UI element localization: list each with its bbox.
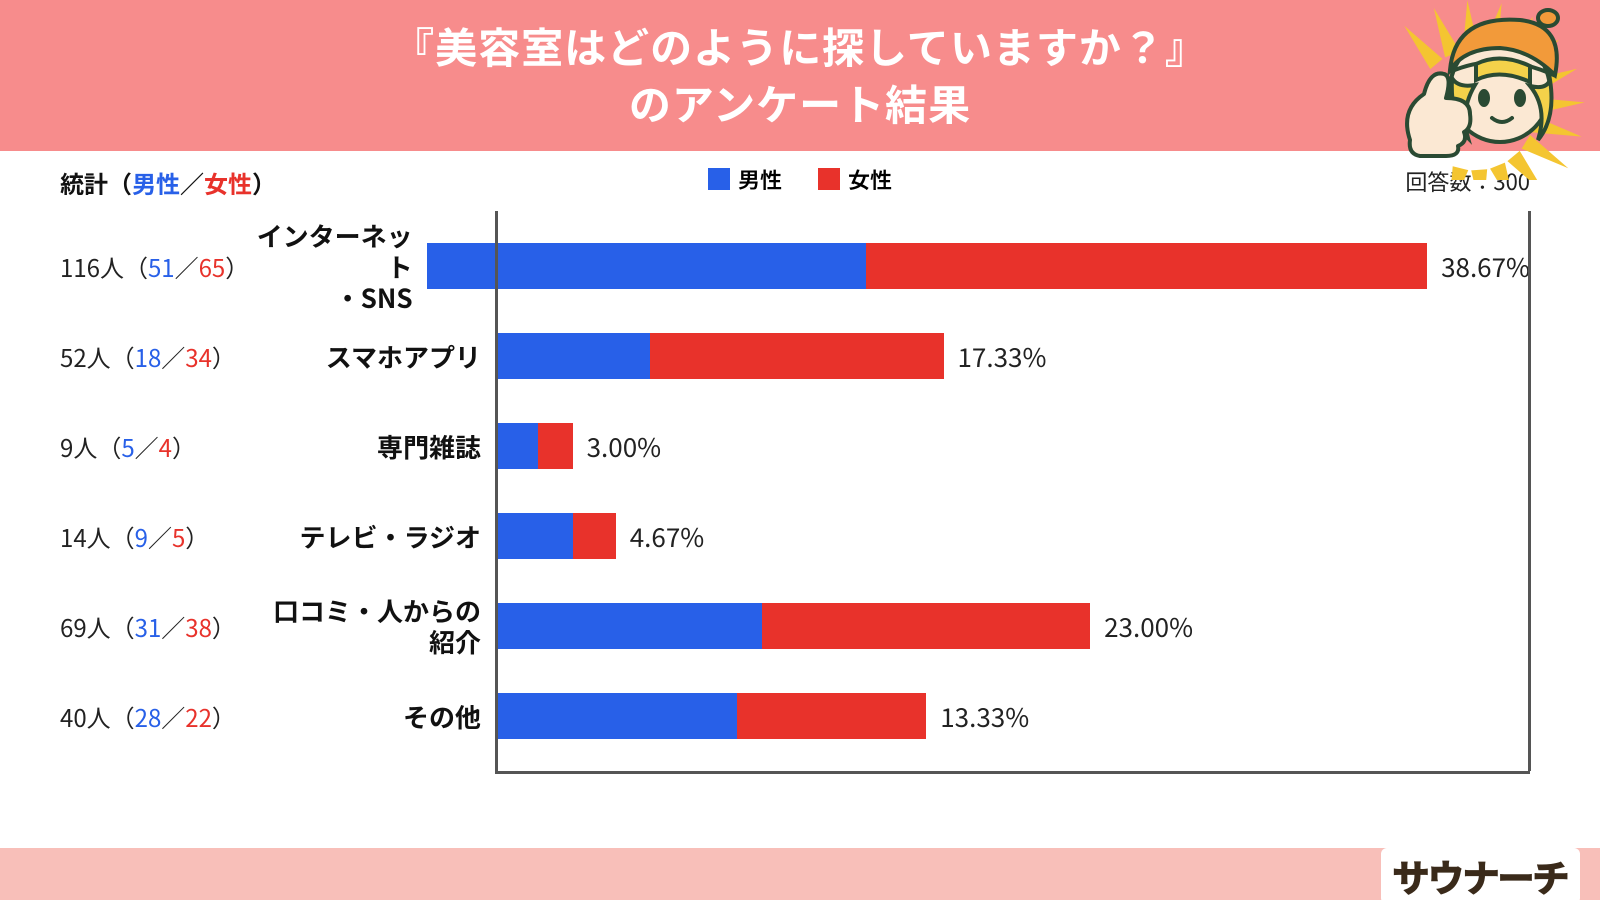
bar-zone: 4.67%	[495, 491, 1530, 581]
stacked-bar	[495, 333, 944, 379]
row-stat: 116人（51／65）	[60, 249, 249, 284]
row-stat: 40人（28／22）	[60, 699, 260, 734]
pct-label: 4.67%	[630, 518, 704, 555]
row-label: その他	[260, 701, 495, 732]
bar-segment-male	[495, 333, 650, 379]
bar-segment-female	[866, 243, 1427, 289]
bar-segment-female	[762, 603, 1090, 649]
brand-logo: サウナーチ	[1381, 848, 1580, 900]
pct-label: 3.00%	[587, 428, 661, 465]
bar-zone: 13.33%	[495, 671, 1530, 761]
legend-swatch-female	[818, 168, 840, 190]
chart-row: 40人（28／22）その他 13.33%	[60, 671, 1530, 761]
row-stat: 52人（18／34）	[60, 339, 260, 374]
end-tick	[1528, 211, 1531, 771]
bar-segment-female	[538, 423, 573, 469]
chart-rows: 116人（51／65）インターネット ・SNS 38.67% 52人（18／34）ス…	[60, 221, 1530, 761]
title-line-2: のアンケート結果	[629, 72, 971, 133]
bar-zone: 23.00%	[495, 581, 1530, 671]
header-banner: 『美容室はどのように探していますか？』 のアンケート結果	[0, 0, 1600, 151]
legend-swatch-male	[708, 168, 730, 190]
chart-row: 14人（9／5）テレビ・ラジオ 4.67%	[60, 491, 1530, 581]
x-axis	[495, 771, 1530, 774]
footer-bar: サウナーチ	[0, 848, 1600, 900]
legend-label-male: 男性	[738, 163, 782, 195]
bar-segment-male	[427, 243, 867, 289]
stacked-bar	[495, 693, 926, 739]
pct-label: 38.67%	[1441, 248, 1530, 285]
legend-label-female: 女性	[848, 163, 892, 195]
bar-segment-female	[650, 333, 943, 379]
row-label: テレビ・ラジオ	[260, 521, 495, 552]
legend-item-female: 女性	[818, 163, 892, 195]
bar-zone: 3.00%	[495, 401, 1530, 491]
bar-segment-male	[495, 693, 737, 739]
pct-label: 23.00%	[1104, 608, 1193, 645]
stacked-bar	[495, 423, 573, 469]
row-label: スマホアプリ	[260, 341, 495, 372]
legend-item-male: 男性	[708, 163, 782, 195]
bar-segment-female	[573, 513, 616, 559]
y-axis	[495, 211, 498, 771]
chart-row: 116人（51／65）インターネット ・SNS 38.67%	[60, 221, 1530, 311]
bar-zone: 17.33%	[495, 311, 1530, 401]
pct-label: 13.33%	[940, 698, 1029, 735]
chart-row: 9人（5／4）専門雑誌 3.00%	[60, 401, 1530, 491]
chart-row: 52人（18／34）スマホアプリ 17.33%	[60, 311, 1530, 401]
title-line-1: 『美容室はどのように探していますか？』	[392, 15, 1208, 76]
row-label: インターネット ・SNS	[249, 220, 426, 314]
stacked-bar	[495, 513, 616, 559]
pct-label: 17.33%	[958, 338, 1047, 375]
page-title: 『美容室はどのように探していますか？』 のアンケート結果	[0, 18, 1600, 131]
chart-area: 統計（男性／女性） 男性 女性 回答数：300 116人（51／65）インターネ…	[0, 151, 1600, 831]
mascot-illustration	[1380, 0, 1600, 180]
bar-segment-male	[495, 423, 538, 469]
row-label: 専門雑誌	[260, 431, 495, 462]
bar-segment-male	[495, 603, 762, 649]
legend: 男性 女性	[0, 163, 1600, 195]
bar-zone: 38.67%	[427, 221, 1530, 311]
row-label: 口コミ・人からの 紹介	[260, 595, 495, 657]
row-stat: 14人（9／5）	[60, 519, 260, 554]
stacked-bar	[495, 603, 1090, 649]
bar-segment-male	[495, 513, 573, 559]
stacked-bar	[427, 243, 1428, 289]
row-stat: 69人（31／38）	[60, 609, 260, 644]
chart-row: 69人（31／38）口コミ・人からの 紹介 23.00%	[60, 581, 1530, 671]
row-stat: 9人（5／4）	[60, 429, 260, 464]
bar-segment-female	[737, 693, 927, 739]
